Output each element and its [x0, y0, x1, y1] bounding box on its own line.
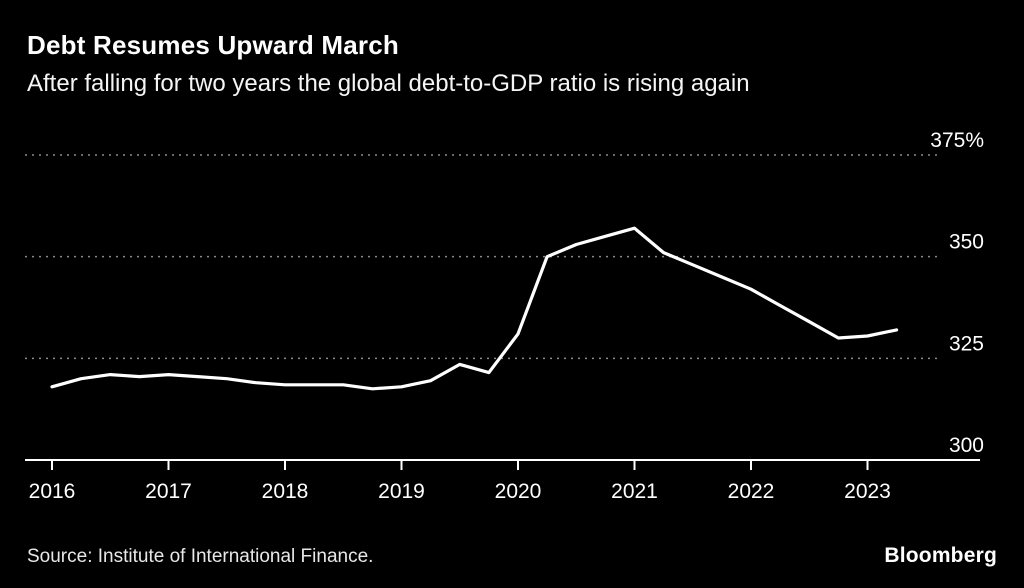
bloomberg-logo: Bloomberg	[884, 544, 997, 567]
x-axis-label: 2018	[262, 480, 309, 503]
y-axis-label: 350	[949, 231, 984, 254]
y-axis-label: 325	[949, 332, 984, 355]
x-axis-label: 2019	[378, 480, 425, 503]
x-axis-label: 2017	[145, 480, 192, 503]
y-axis-label: 375%	[930, 129, 984, 152]
x-axis-label: 2023	[844, 480, 891, 503]
x-axis-label: 2016	[29, 480, 76, 503]
debt-ratio-line	[50, 226, 899, 391]
chart-header: Debt Resumes Upward March After falling …	[27, 30, 997, 98]
chart-footer: Source: Institute of International Finan…	[27, 544, 997, 568]
x-axis-label: 2021	[611, 480, 658, 503]
chart-title: Debt Resumes Upward March	[27, 30, 399, 60]
chart-subtitle: After falling for two years the global d…	[27, 70, 750, 97]
y-axis-label: 300	[949, 434, 984, 457]
x-axis-label: 2022	[728, 480, 775, 503]
source-note: Source: Institute of International Finan…	[27, 546, 374, 567]
x-axis-label: 2020	[495, 480, 542, 503]
